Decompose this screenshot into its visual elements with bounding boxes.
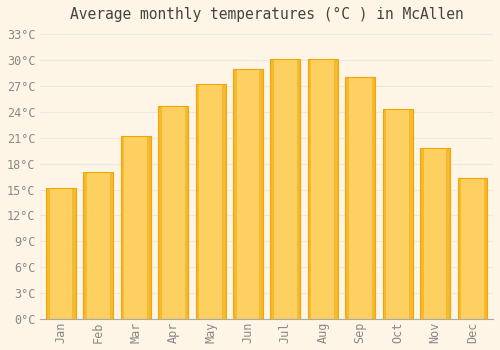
- Bar: [84, 172, 114, 319]
- Title: Average monthly temperatures (°C ) in McAllen: Average monthly temperatures (°C ) in Mc…: [70, 7, 464, 22]
- Bar: [147, 136, 150, 319]
- Bar: [46, 188, 76, 319]
- Bar: [72, 188, 76, 319]
- Bar: [222, 84, 226, 319]
- Bar: [121, 136, 150, 319]
- Bar: [346, 77, 375, 319]
- Bar: [346, 77, 349, 319]
- Bar: [196, 84, 199, 319]
- Bar: [420, 148, 424, 319]
- Bar: [334, 58, 338, 319]
- Bar: [46, 188, 50, 319]
- Bar: [409, 110, 412, 319]
- Bar: [382, 110, 386, 319]
- Bar: [420, 148, 450, 319]
- Bar: [382, 110, 412, 319]
- Bar: [233, 69, 263, 319]
- Bar: [84, 172, 87, 319]
- Bar: [308, 58, 338, 319]
- Bar: [308, 58, 312, 319]
- Bar: [297, 58, 300, 319]
- Bar: [446, 148, 450, 319]
- Bar: [158, 106, 188, 319]
- Bar: [484, 178, 488, 319]
- Bar: [158, 106, 162, 319]
- Bar: [260, 69, 263, 319]
- Bar: [184, 106, 188, 319]
- Bar: [110, 172, 114, 319]
- Bar: [458, 178, 488, 319]
- Bar: [372, 77, 375, 319]
- Bar: [121, 136, 124, 319]
- Bar: [196, 84, 226, 319]
- Bar: [270, 58, 274, 319]
- Bar: [233, 69, 236, 319]
- Bar: [458, 178, 461, 319]
- Bar: [270, 58, 300, 319]
